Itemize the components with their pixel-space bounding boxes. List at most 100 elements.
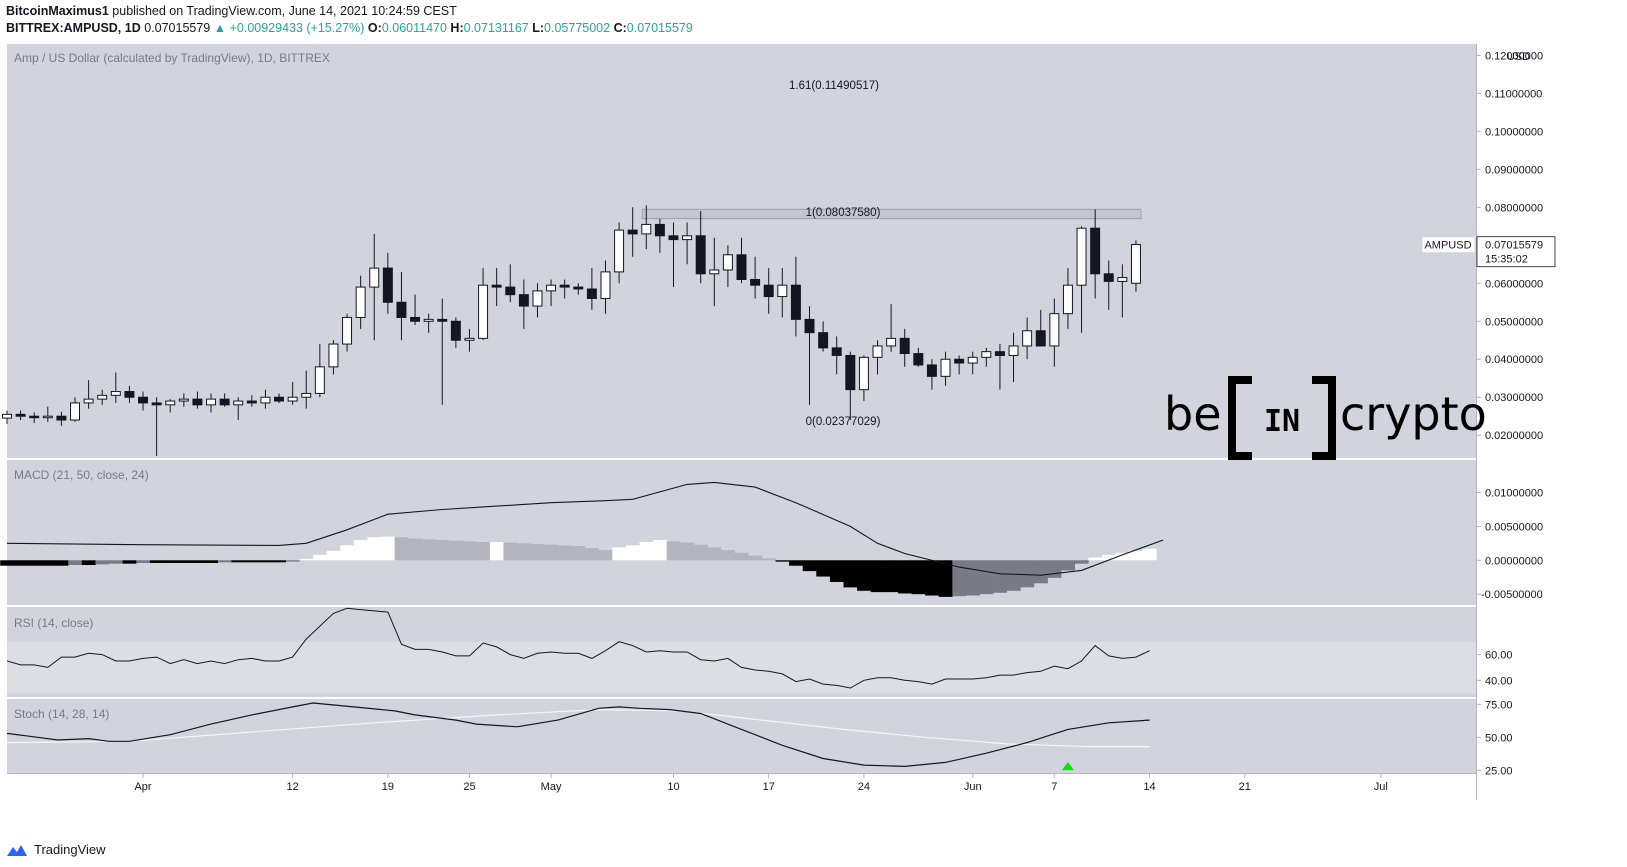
candle-down <box>736 254 747 280</box>
author-name[interactable]: BitcoinMaximus1 <box>6 4 109 18</box>
candle-up <box>1062 284 1073 315</box>
macd-histogram-bar <box>721 550 735 561</box>
macd-histogram-bar <box>204 560 219 563</box>
macd-histogram-bar <box>761 558 776 561</box>
time-tick-label: Jul <box>1374 781 1388 793</box>
tradingview-logo-icon <box>7 844 27 856</box>
publish-line: BitcoinMaximus1 published on TradingView… <box>6 4 457 18</box>
candle-down <box>899 337 910 355</box>
candle-up <box>206 398 217 406</box>
open-label: O: <box>367 21 382 35</box>
candle-down <box>192 398 203 406</box>
close-value: 0.07015579 <box>626 21 693 35</box>
macd-histogram-bar <box>177 560 191 563</box>
candle-down <box>573 286 584 290</box>
macd-histogram-bar <box>884 560 899 593</box>
macd-histogram-bar <box>1142 548 1157 561</box>
candle-down <box>831 347 842 356</box>
macd-signal-line <box>6 481 1164 576</box>
candle-down <box>695 235 706 275</box>
candle-down <box>994 351 1005 356</box>
watermark-right-text: crypto <box>1340 387 1487 441</box>
symbol-tag-label: AMPUSD <box>1424 240 1471 252</box>
price-change: ▲ +0.00929433 (+15.27%) <box>213 21 365 35</box>
fib-level-1-label: 1(0.08037580) <box>806 207 881 219</box>
macd-histogram-bar <box>272 560 287 563</box>
macd-histogram-bar <box>435 539 450 561</box>
candle-up <box>83 398 94 404</box>
candle-up <box>886 337 897 347</box>
macd-histogram-bar <box>965 560 980 596</box>
candle-down <box>1035 330 1046 347</box>
candle-down <box>559 284 570 288</box>
macd-histogram-bar <box>245 560 259 563</box>
candle-down <box>138 396 149 404</box>
pane-separator <box>7 697 1476 699</box>
time-tick-label: 17 <box>763 781 775 793</box>
time-tick-label: 19 <box>382 781 394 793</box>
candle-up <box>464 337 475 341</box>
watermark-middle-text: IN <box>1264 404 1300 439</box>
candle-up <box>682 235 693 241</box>
macd-histogram-bar <box>857 560 872 591</box>
time-tick-label: 24 <box>858 781 870 793</box>
high-value: 0.07131167 <box>463 21 529 35</box>
macd-histogram-bar <box>1074 560 1089 564</box>
macd-histogram-bar <box>1006 560 1021 591</box>
macd-histogram-bar <box>122 560 137 564</box>
candle-up <box>42 415 53 419</box>
macd-histogram-bar <box>27 560 42 566</box>
candle-down <box>586 288 597 299</box>
candle-down <box>410 316 421 322</box>
last-price-tag <box>1476 236 1556 268</box>
macd-histogram-bar <box>816 560 831 577</box>
time-tick-label: 12 <box>287 781 299 793</box>
macd-histogram-bar <box>748 555 763 561</box>
candle-down <box>219 398 230 406</box>
candle-up <box>940 358 951 377</box>
time-tick-label: Jun <box>964 781 982 793</box>
last-price-label: 0.07015579 <box>1485 240 1543 252</box>
macd-histogram-bar <box>0 560 15 566</box>
macd-histogram-bar <box>517 543 531 561</box>
symbol-price-tag <box>1421 236 1476 254</box>
time-tick-label: Apr <box>134 781 151 793</box>
candle-up <box>1022 330 1033 347</box>
candle-up <box>369 267 380 288</box>
candle-down <box>450 320 461 341</box>
macd-histogram-bar <box>462 541 477 561</box>
macd-histogram-bar <box>789 560 804 566</box>
macd-histogram-bar <box>326 550 341 561</box>
candle-down <box>1090 227 1101 275</box>
candle-down <box>668 235 679 241</box>
macd-histogram-bar <box>680 542 695 561</box>
candle-up <box>722 254 733 271</box>
tradingview-footer[interactable]: TradingView <box>6 842 106 857</box>
candle-up <box>342 316 353 345</box>
price-tick-label: 0.05000000 <box>1485 316 1543 328</box>
time-tick-label: May <box>541 781 562 793</box>
macd-histogram-bar <box>449 540 463 561</box>
candle-up <box>328 343 339 368</box>
time-tick-label: 7 <box>1051 781 1057 793</box>
candle-down <box>246 400 257 404</box>
macd-histogram-bar <box>313 554 327 561</box>
macd-histogram-bar <box>41 560 55 566</box>
candle-down <box>845 354 856 391</box>
open-value: 0.06011470 <box>381 21 447 35</box>
price-tick-label: 0.06000000 <box>1485 278 1543 290</box>
macd-histogram-bar <box>489 541 504 561</box>
macd-histogram-bar <box>598 550 613 561</box>
candle-up <box>2 413 12 419</box>
macd-histogram-bar <box>136 560 151 563</box>
close-label: C: <box>613 21 627 35</box>
price-tick-label: 0.09000000 <box>1485 164 1543 176</box>
candle-down <box>790 284 801 320</box>
macd-histogram-bar <box>1047 560 1062 578</box>
macd-histogram-bar <box>231 560 246 563</box>
candle-up <box>110 391 121 396</box>
candle-down <box>763 284 774 298</box>
macd-histogram-bar <box>340 545 355 561</box>
price-axis-background <box>1476 44 1621 800</box>
